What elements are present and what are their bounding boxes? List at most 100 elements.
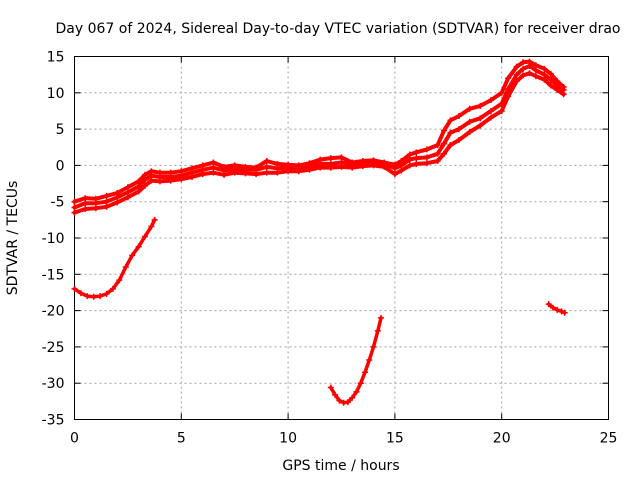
- data-point: [103, 198, 110, 205]
- data-point: [423, 160, 430, 167]
- data-point: [561, 309, 568, 316]
- data-point: [77, 290, 84, 297]
- data-point: [455, 136, 462, 143]
- data-point: [455, 126, 462, 133]
- data-point: [199, 162, 206, 169]
- data-point: [82, 195, 89, 202]
- data-point: [124, 194, 131, 201]
- data-point: [285, 161, 292, 168]
- series-main-band-lower: [72, 71, 566, 215]
- data-point: [253, 171, 260, 178]
- data-point: [477, 122, 484, 129]
- data-point: [274, 169, 281, 176]
- data-point: [423, 146, 430, 153]
- data-point: [122, 264, 129, 271]
- data-point: [103, 192, 110, 199]
- data-point: [263, 169, 270, 176]
- data-point: [349, 164, 356, 171]
- data-point: [285, 168, 292, 175]
- data-point: [353, 388, 360, 395]
- data-point: [549, 304, 556, 311]
- data-point: [498, 89, 505, 96]
- data-point: [378, 314, 385, 321]
- data-point: [488, 97, 495, 104]
- series-arc-early-points: [71, 216, 158, 300]
- data-point: [295, 168, 302, 175]
- data-point: [231, 169, 238, 176]
- data-point: [306, 166, 313, 173]
- data-point: [103, 290, 110, 297]
- data-point: [513, 71, 520, 78]
- data-point: [520, 72, 527, 79]
- data-point: [71, 198, 78, 205]
- y-tick-label: -15: [42, 267, 65, 283]
- data-point: [141, 176, 148, 183]
- data-point: [210, 159, 217, 166]
- data-point: [545, 301, 552, 308]
- data-point: [447, 129, 454, 136]
- data-point: [532, 67, 539, 74]
- data-point: [327, 164, 334, 171]
- data-point: [532, 62, 539, 69]
- x-tick-label: 25: [600, 431, 618, 447]
- data-point: [391, 161, 398, 168]
- data-point: [92, 195, 99, 202]
- data-point: [188, 165, 195, 172]
- data-point: [398, 167, 405, 174]
- data-point: [406, 151, 413, 158]
- series-arc-midday-points: [327, 314, 385, 406]
- data-point: [221, 171, 228, 178]
- data-point: [466, 105, 473, 112]
- data-point: [148, 223, 155, 230]
- data-point: [242, 163, 249, 170]
- data-point: [488, 107, 495, 114]
- data-point: [359, 158, 366, 165]
- data-point: [148, 177, 155, 184]
- x-tick-label: 0: [70, 431, 79, 447]
- data-point: [141, 182, 148, 189]
- data-point: [317, 156, 324, 163]
- y-tick-label: -20: [42, 304, 65, 320]
- data-point: [370, 157, 377, 164]
- data-point: [109, 285, 116, 292]
- data-point: [97, 293, 104, 300]
- data-point: [188, 174, 195, 181]
- y-tick-label: -30: [42, 376, 65, 392]
- data-point: [374, 327, 381, 334]
- data-point: [466, 129, 473, 136]
- y-axis-label: SDTVAR / TECUs: [5, 181, 21, 296]
- data-point: [441, 127, 448, 134]
- data-point: [381, 163, 388, 170]
- data-point: [370, 343, 377, 350]
- data-point: [477, 102, 484, 109]
- data-point: [391, 171, 398, 178]
- data-point: [332, 391, 339, 398]
- data-point: [114, 189, 121, 196]
- data-point: [317, 164, 324, 171]
- data-point: [505, 93, 512, 100]
- data-point: [306, 160, 313, 167]
- data-point: [488, 114, 495, 121]
- data-point: [406, 156, 413, 163]
- data-point: [338, 154, 345, 161]
- data-point: [336, 397, 343, 404]
- x-tick-label: 15: [386, 431, 404, 447]
- y-tick-label: 10: [47, 86, 65, 102]
- data-point: [129, 252, 136, 259]
- data-point: [357, 380, 364, 387]
- data-point: [361, 369, 368, 376]
- data-point: [366, 356, 373, 363]
- data-point: [554, 306, 561, 313]
- data-point: [398, 158, 405, 165]
- data-point: [520, 59, 527, 66]
- data-point: [221, 163, 228, 170]
- data-point: [541, 71, 548, 78]
- data-point: [344, 399, 351, 406]
- data-point: [349, 159, 356, 166]
- data-point: [434, 142, 441, 149]
- series-layer: [71, 58, 568, 406]
- data-point: [447, 117, 454, 124]
- data-point: [359, 163, 366, 170]
- x-axis-label: GPS time / hours: [282, 458, 399, 474]
- data-point: [178, 168, 185, 175]
